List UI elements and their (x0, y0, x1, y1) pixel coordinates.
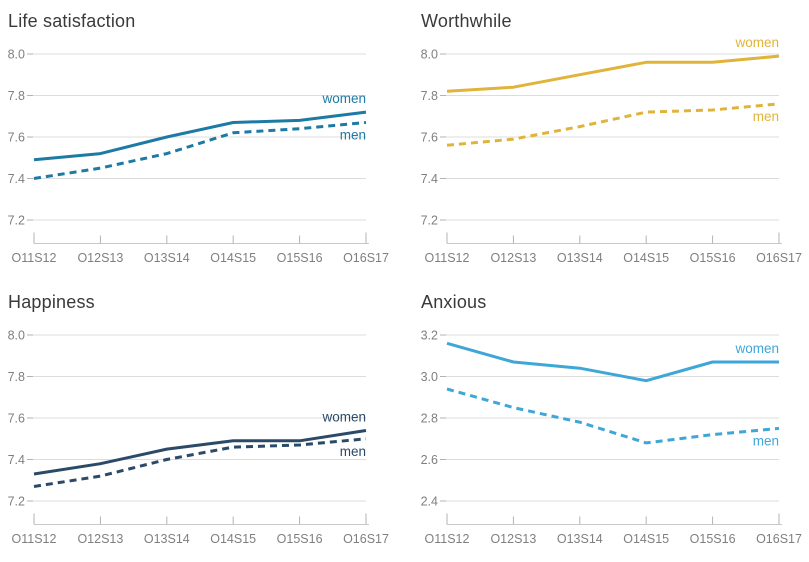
x-tick-label: O11S12 (12, 532, 57, 546)
series-label-women: women (734, 341, 779, 356)
x-tick-label: O16S17 (343, 532, 389, 546)
x-tick-label: O12S13 (490, 251, 536, 265)
y-tick-label: 8.0 (8, 48, 25, 62)
series-label-women: women (321, 409, 366, 424)
x-axis: O11S12 O12S13 O13S14 O14S15 O15S16 O16S17 (425, 232, 802, 265)
y-tick-label: 7.8 (421, 89, 438, 103)
series-line-men (446, 102, 780, 147)
series-line-women (446, 341, 779, 383)
x-tick-label: O13S14 (144, 251, 190, 265)
x-tick-label: O15S16 (277, 251, 323, 265)
x-tick-label: O14S15 (210, 251, 256, 265)
chart-panel-happiness: Happiness 7.2 7.4 7.6 7.8 8.0 O11S12 O12S13 O13… (0, 281, 404, 562)
series-line-women (33, 429, 367, 476)
x-tick-label: O16S17 (756, 532, 802, 546)
y-tick-label: 8.0 (8, 329, 25, 343)
series-label-men: men (340, 444, 366, 459)
x-tick-label: O11S12 (425, 251, 470, 265)
chart-title-happiness: Happiness (8, 292, 95, 312)
x-tick-label: O12S13 (77, 532, 123, 546)
x-axis: O11S12 O12S13 O13S14 O14S15 O15S16 O16S17 (12, 232, 389, 265)
y-tick-label: 7.2 (8, 214, 25, 228)
x-tick-label: O12S13 (490, 532, 536, 546)
y-tick-label: 7.8 (8, 370, 25, 384)
y-tick-label: 7.2 (8, 495, 25, 509)
y-tick-label: 7.4 (8, 172, 25, 186)
chart-title-life-satisfaction: Life satisfaction (8, 11, 136, 31)
x-tick-label: O14S15 (623, 532, 669, 546)
y-tick-label: 7.2 (421, 214, 438, 228)
x-axis: O11S12 O12S13 O13S14 O14S15 O15S16 O16S17 (12, 513, 389, 546)
y-tick-label: 7.6 (8, 131, 25, 145)
x-tick-label: O14S15 (623, 251, 669, 265)
y-gridlines: 7.2 7.4 7.6 7.8 8.0 (421, 48, 779, 228)
y-tick-label: 7.6 (8, 412, 25, 426)
series-line-men (33, 121, 367, 180)
x-tick-label: O11S12 (425, 532, 470, 546)
x-tick-label: O16S17 (756, 251, 802, 265)
y-tick-label: 8.0 (421, 48, 438, 62)
series-line-men (446, 387, 780, 445)
y-tick-label: 7.8 (8, 89, 25, 103)
x-tick-label: O13S14 (144, 532, 190, 546)
x-tick-label: O14S15 (210, 532, 256, 546)
x-tick-label: O15S16 (690, 251, 736, 265)
chart-panel-life-satisfaction: Life satisfaction 7.2 7.4 7.6 7.8 8.0 O11S12 O… (0, 0, 404, 281)
y-tick-label: 7.6 (421, 131, 438, 145)
y-tick-label: 7.4 (421, 172, 438, 186)
chart-panel-anxious: Anxious 2.4 2.6 2.8 3.0 3.2 O11S12 O12S13 O13S1… (404, 281, 809, 562)
y-tick-label: 2.8 (421, 412, 438, 426)
series-line-women (446, 54, 780, 93)
series-line-women (33, 110, 367, 162)
series-label-men: men (340, 127, 366, 142)
y-tick-label: 3.2 (421, 329, 438, 343)
x-tick-label: O11S12 (12, 251, 57, 265)
x-tick-label: O12S13 (77, 251, 123, 265)
x-tick-label: O15S16 (277, 532, 323, 546)
chart-title-anxious: Anxious (421, 292, 487, 312)
y-gridlines: 2.4 2.6 2.8 3.0 3.2 (421, 329, 779, 509)
series-line-men (33, 437, 367, 488)
y-tick-label: 2.6 (421, 453, 438, 467)
x-tick-label: O15S16 (690, 532, 736, 546)
x-tick-label: O13S14 (557, 532, 603, 546)
y-tick-label: 7.4 (8, 453, 25, 467)
x-axis: O11S12 O12S13 O13S14 O14S15 O15S16 O16S17 (425, 513, 802, 546)
series-label-women: women (734, 35, 779, 50)
series-label-men: men (753, 109, 779, 124)
series-label-men: men (753, 433, 779, 448)
chart-panel-worthwhile: Worthwhile 7.2 7.4 7.6 7.8 8.0 O11S12 O12S13 O1… (404, 0, 809, 281)
x-tick-label: O16S17 (343, 251, 389, 265)
y-tick-label: 3.0 (421, 370, 438, 384)
y-tick-label: 2.4 (421, 495, 438, 509)
y-gridlines: 7.2 7.4 7.6 7.8 8.0 (8, 48, 366, 228)
chart-title-worthwhile: Worthwhile (421, 11, 512, 31)
x-tick-label: O13S14 (557, 251, 603, 265)
series-label-women: women (321, 91, 366, 106)
y-gridlines: 7.2 7.4 7.6 7.8 8.0 (8, 329, 366, 509)
